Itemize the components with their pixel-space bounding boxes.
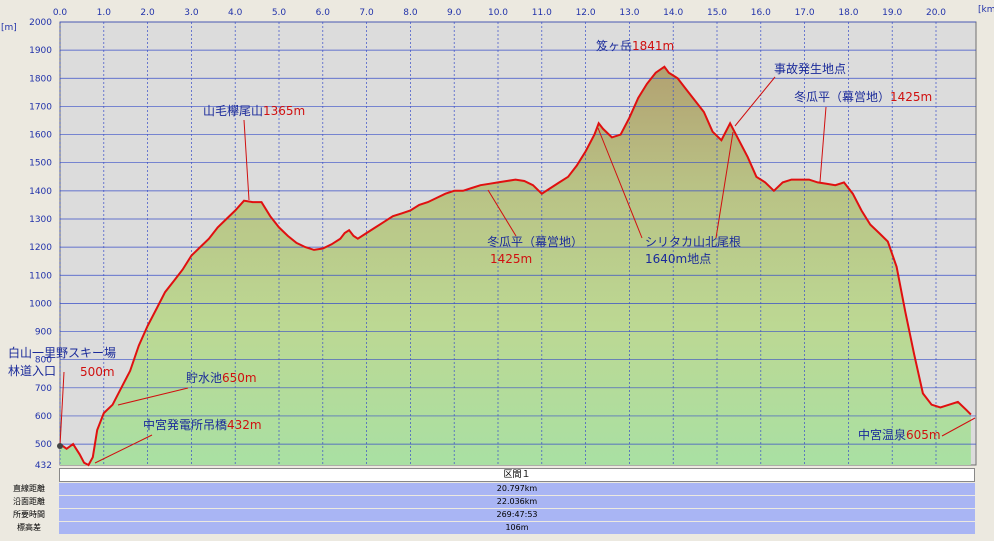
stats-table: 区間１ 直線距離 20.797km 沿面距離 22.036km 所要時間 269… — [0, 468, 994, 541]
stat-label: 所要時間 — [0, 509, 58, 521]
y-tick-label: 1900 — [29, 46, 52, 56]
annotation-label: 林道入口 — [8, 364, 56, 378]
elevation-area — [60, 66, 971, 465]
annotation-leader — [819, 106, 827, 183]
x-tick-label: 18.0 — [838, 8, 858, 18]
x-tick-label: 10.0 — [488, 8, 508, 18]
annotation-leader — [734, 76, 776, 127]
y-tick-label: 900 — [35, 328, 52, 338]
y-tick-label: 1100 — [29, 271, 52, 281]
y-tick-label: 1200 — [29, 243, 52, 253]
stats-row: 所要時間 269:47:53 — [0, 509, 994, 521]
annotation-label: 1640m地点 — [645, 252, 711, 266]
y-axis-ticks: 2000 1900 1800 1700 1600 1500 1400 1300 1200 1100… — [29, 18, 52, 468]
x-tick-label: 4.0 — [228, 8, 243, 18]
x-tick-label: 2.0 — [140, 8, 155, 18]
annotation-label: 中宮温泉605m — [858, 427, 941, 442]
y-tick-label: 1300 — [29, 215, 52, 225]
stats-row: 沿面距離 22.036km — [0, 496, 994, 508]
y-tick-label: 800 — [35, 356, 52, 366]
y-tick-label: 1500 — [29, 159, 52, 169]
annotation-label: 白山一里野スキー場 — [8, 345, 116, 360]
x-tick-label: 11.0 — [532, 8, 552, 18]
annotation-leader — [487, 189, 517, 237]
annotation-elevation: 1425m — [490, 252, 532, 266]
x-tick-label: 15.0 — [707, 8, 727, 18]
y-tick-label: 700 — [35, 384, 52, 394]
stat-label: 沿面距離 — [0, 496, 58, 508]
annotation-leader — [597, 127, 643, 239]
x-tick-label: 9.0 — [447, 8, 462, 18]
x-tick-label: 0.0 — [53, 8, 68, 18]
stat-value: 269:47:53 — [59, 509, 975, 521]
x-axis-ticks: 0.0 1.0 2.0 3.0 4.0 5.0 6.0 7.0 8.0 9.0 10.0 11.0 12… — [53, 8, 946, 18]
start-marker — [57, 443, 63, 449]
annotation-label: 中宮発電所吊橋432m — [143, 417, 262, 432]
x-tick-label: 7.0 — [359, 8, 374, 18]
x-tick-label: 14.0 — [663, 8, 683, 18]
stat-value: 20.797km — [59, 483, 975, 495]
elevation-chart: 0.0 1.0 2.0 3.0 4.0 5.0 6.0 7.0 8.0 9.0 10.0 11.0 12… — [1, 5, 994, 468]
x-tick-label: 17.0 — [795, 8, 815, 18]
y-tick-label: 432 — [35, 461, 52, 468]
y-tick-label: 2000 — [29, 18, 52, 28]
annotation-leader — [59, 371, 65, 447]
y-tick-label: 1600 — [29, 131, 52, 141]
x-tick-label: 19.0 — [882, 8, 902, 18]
annotation-label: シリタカ山北尾根 — [645, 235, 741, 249]
x-tick-label: 1.0 — [97, 8, 112, 18]
annotation-elevation: 500m — [80, 365, 115, 379]
y-unit-label: [m] — [1, 23, 17, 33]
x-tick-label: 3.0 — [184, 8, 199, 18]
x-tick-label: 12.0 — [576, 8, 596, 18]
annotation-leader — [94, 434, 153, 464]
stat-label: 直線距離 — [0, 483, 58, 495]
annotation-label: 貯水池650m — [186, 371, 257, 385]
annotation-leader — [117, 387, 189, 406]
elevation-line — [59, 65, 972, 467]
annotation-leader — [715, 131, 734, 239]
annotation-label: 冬瓜平（幕営地）1425m — [794, 89, 932, 104]
annotation-label: 事故発生地点 — [774, 61, 846, 76]
y-tick-label: 500 — [35, 440, 52, 450]
x-tick-label: 8.0 — [403, 8, 418, 18]
stat-value: 106m — [59, 522, 975, 534]
stat-label: 標高差 — [0, 522, 58, 534]
y-tick-label: 1000 — [29, 299, 52, 309]
y-tick-label: 1400 — [29, 187, 52, 197]
annotation-label: 山毛欅尾山1365m — [203, 104, 305, 118]
stats-row: 標高差 106m — [0, 522, 994, 534]
section-header: 区間１ — [59, 468, 975, 482]
x-tick-label: 13.0 — [619, 8, 639, 18]
stats-row: 直線距離 20.797km — [0, 483, 994, 495]
x-tick-label: 6.0 — [316, 8, 331, 18]
annotation-leader — [941, 417, 976, 437]
x-tick-label: 5.0 — [272, 8, 287, 18]
y-tick-label: 600 — [35, 412, 52, 422]
x-tick-label: 20.0 — [926, 8, 946, 18]
x-tick-label: 16.0 — [751, 8, 771, 18]
annotation-label: 笈ヶ岳1841m — [596, 38, 674, 53]
stat-value: 22.036km — [59, 496, 975, 508]
annotation-label: 冬瓜平（幕営地） — [487, 234, 583, 249]
y-tick-label: 1800 — [29, 74, 52, 84]
annotation-leader — [243, 119, 250, 201]
y-tick-label: 1700 — [29, 102, 52, 112]
grid-lines-overlay — [59, 21, 976, 465]
x-unit-label: [km] — [978, 5, 994, 15]
